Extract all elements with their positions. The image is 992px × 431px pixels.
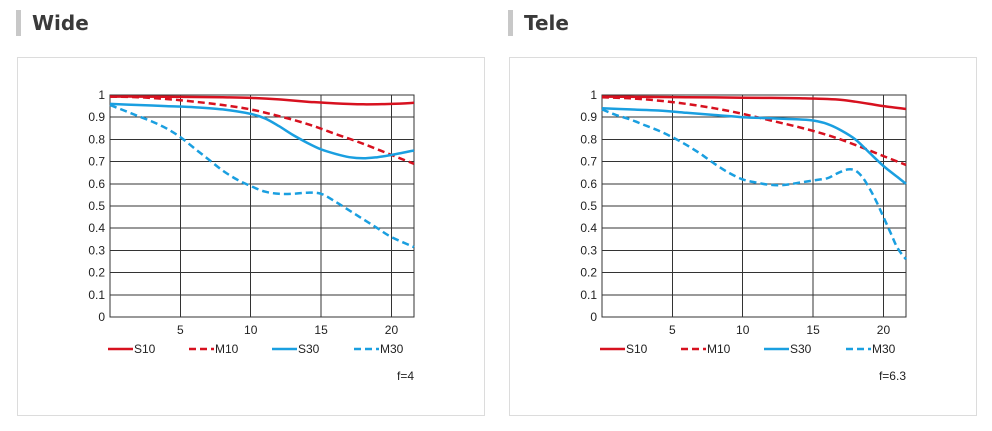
y-tick-label: 0.1 <box>580 288 597 302</box>
y-tick-label: 0.9 <box>580 110 597 124</box>
y-tick-label: 0.2 <box>88 266 105 280</box>
y-tick-label: 0.6 <box>88 177 105 191</box>
legend-label-m10: M10 <box>215 342 239 356</box>
y-tick-label: 0.5 <box>580 199 597 213</box>
legend-label-m30: M30 <box>380 342 404 356</box>
series-line-s10 <box>109 95 415 106</box>
y-tick-label: 0.9 <box>88 110 105 124</box>
y-tick-label: 0.1 <box>88 288 105 302</box>
x-tick-label: 5 <box>669 323 676 337</box>
plot-frame <box>601 94 907 318</box>
legend-label-m10: M10 <box>707 342 731 356</box>
y-tick-label: 0.7 <box>580 155 597 169</box>
plot-frame <box>109 94 415 318</box>
x-tick-label: 20 <box>385 323 399 337</box>
series-line-s30 <box>109 102 415 160</box>
y-tick-label: 0 <box>590 310 597 324</box>
x-tick-label: 10 <box>736 323 750 337</box>
y-tick-label: 0.4 <box>580 221 597 235</box>
series-line-m30 <box>601 108 908 261</box>
wide-panel: Wide 0 0.1 0.2 0.3 0.4 0.5 0.6 0.7 0.8 0.9 1 5 10 15 2… <box>16 0 486 431</box>
tele-panel: Tele 0 0.1 0.2 0.3 0.4 0.5 0.6 0.7 0.8 0.9 1 5 10 15 2… <box>508 0 978 431</box>
x-tick-label: 5 <box>177 323 184 337</box>
series-line-m10 <box>109 95 415 165</box>
series-line-m10 <box>601 95 907 167</box>
series-line-s30 <box>601 107 907 185</box>
tele-heading-title: Tele <box>524 11 569 35</box>
y-tick-label: 1 <box>98 88 105 102</box>
y-tick-label: 0 <box>98 310 105 324</box>
wide-heading-accent-bar <box>16 10 21 36</box>
legend-label-s10: S10 <box>134 342 156 356</box>
x-tick-label: 20 <box>877 323 891 337</box>
aperture-annotation: f=4 <box>397 369 414 383</box>
tele-heading-accent-bar <box>508 10 513 36</box>
tele-heading: Tele <box>508 10 569 36</box>
series-line-s10 <box>601 95 907 111</box>
x-tick-label: 10 <box>244 323 258 337</box>
y-tick-label: 0.3 <box>580 243 597 257</box>
x-tick-label: 15 <box>314 323 328 337</box>
y-tick-label: 0.7 <box>88 155 105 169</box>
legend-label-m30: M30 <box>872 342 896 356</box>
series-line-m30 <box>109 103 415 249</box>
tele-chart-box: 0 0.1 0.2 0.3 0.4 0.5 0.6 0.7 0.8 0.9 1 5 10 15 20 S10 M… <box>509 57 977 416</box>
aperture-annotation: f=6.3 <box>879 369 906 383</box>
y-tick-label: 0.8 <box>580 132 597 146</box>
y-tick-label: 0.2 <box>580 266 597 280</box>
legend-label-s30: S30 <box>790 342 812 356</box>
y-tick-label: 0.4 <box>88 221 105 235</box>
wide-heading: Wide <box>16 10 89 36</box>
legend-label-s10: S10 <box>626 342 648 356</box>
y-tick-label: 1 <box>590 88 597 102</box>
y-tick-label: 0.6 <box>580 177 597 191</box>
y-tick-label: 0.5 <box>88 199 105 213</box>
y-tick-label: 0.8 <box>88 132 105 146</box>
wide-chart-box: 0 0.1 0.2 0.3 0.4 0.5 0.6 0.7 0.8 0.9 1 5 10 15 20 S10 M… <box>17 57 485 416</box>
wide-heading-title: Wide <box>32 11 89 35</box>
y-tick-label: 0.3 <box>88 243 105 257</box>
x-tick-label: 15 <box>806 323 820 337</box>
legend-label-s30: S30 <box>298 342 320 356</box>
